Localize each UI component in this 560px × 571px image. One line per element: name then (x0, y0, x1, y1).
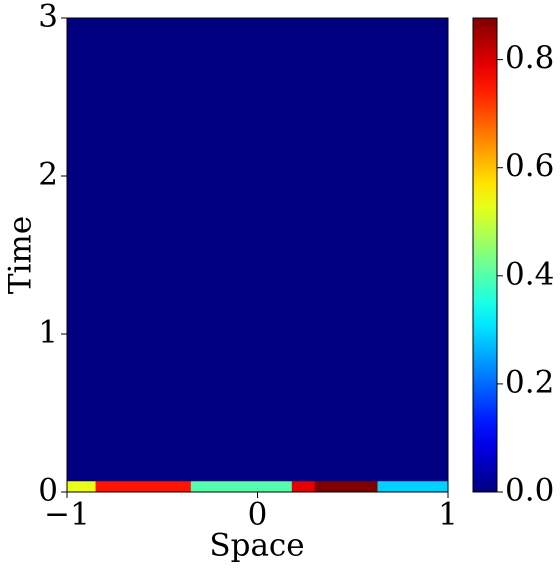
colorbar-tick-label: 0.4 (505, 256, 554, 292)
cell (377, 480, 449, 493)
cell (314, 480, 379, 493)
colorbar-tick-label: 0.2 (505, 364, 554, 400)
x-tick-label: −1 (44, 497, 90, 533)
cell (190, 18, 293, 482)
colorbar-tick-label: 0.0 (505, 473, 554, 509)
cell (67, 18, 97, 482)
cell (190, 480, 293, 493)
cell (291, 18, 316, 482)
colorbar (472, 17, 498, 493)
y-tick-label: 2 (38, 157, 58, 193)
colorbar-tick-label: 0.6 (505, 148, 554, 184)
x-axis-label: Space (209, 528, 304, 564)
y-tick-label: 0 (38, 473, 58, 509)
cell (377, 18, 449, 482)
cell (314, 18, 379, 482)
y-tick-label: 3 (38, 0, 58, 35)
cell (95, 480, 192, 493)
colorbar-tick-label: 0.8 (505, 40, 554, 76)
cell (67, 480, 97, 493)
y-tick-label: 1 (38, 315, 58, 351)
y-axis-label: Time (3, 216, 39, 294)
cell (291, 480, 316, 493)
x-tick-label: 0 (248, 497, 268, 533)
cell (95, 18, 192, 482)
x-tick-label: 1 (438, 497, 458, 533)
